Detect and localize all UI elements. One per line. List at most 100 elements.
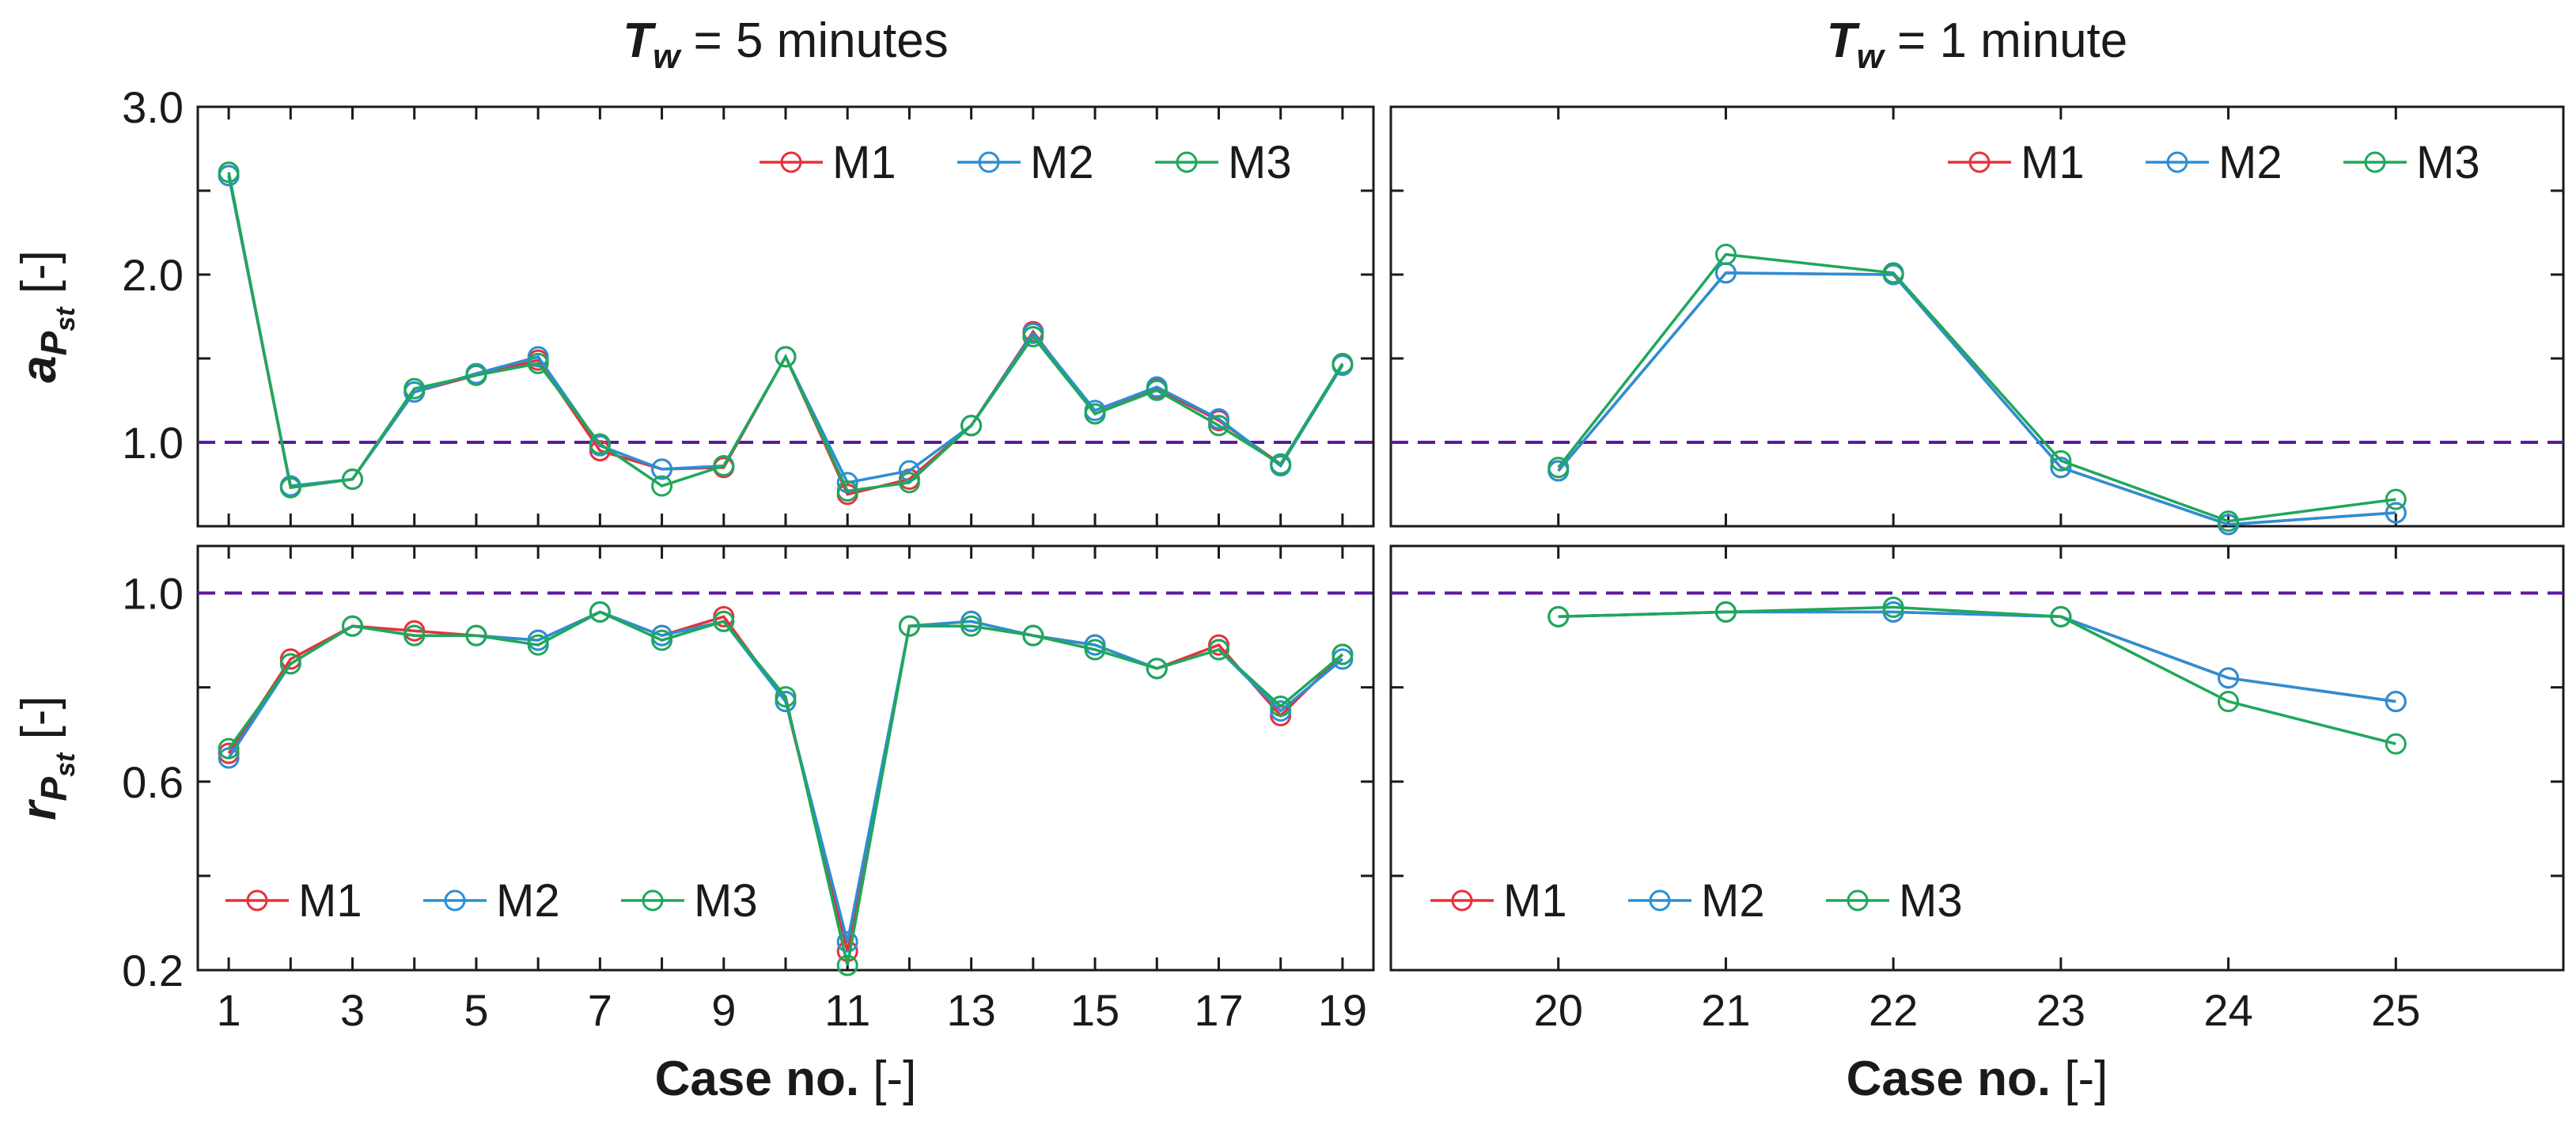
series-M1: [218, 165, 1354, 506]
data-point: [775, 346, 797, 368]
data-point: [218, 737, 240, 760]
legend-label: M2: [1030, 137, 1094, 188]
y-tick-label: 3.0: [122, 82, 184, 132]
x-tick-label: 21: [1701, 985, 1750, 1035]
legend-label: M3: [1228, 137, 1292, 188]
x-axis-title: Case no. [-]: [1847, 1052, 2108, 1106]
data-point: [2218, 667, 2240, 689]
column-title: Tw = 1 minute: [1827, 13, 2128, 76]
data-point: [651, 458, 673, 480]
legend-label: M2: [1701, 875, 1765, 927]
legend-marker: [444, 889, 466, 912]
y-axis-title: rPst [-]: [12, 696, 81, 820]
data-point: [465, 624, 487, 646]
data-point: [1207, 415, 1229, 437]
legend-label: M1: [2021, 137, 2085, 188]
data-point: [651, 475, 673, 497]
legend-marker: [2166, 151, 2188, 173]
data-point: [651, 629, 673, 651]
data-point: [960, 615, 983, 637]
data-point: [2385, 502, 2407, 524]
y-tick-label: 0.2: [122, 946, 184, 995]
series-line: [227, 175, 1344, 496]
legend: M1 M2 M3: [1430, 875, 1963, 927]
y-tick-label: 1.0: [122, 569, 184, 619]
data-point: [403, 624, 426, 646]
legend-label: M2: [496, 875, 560, 927]
data-point: [2218, 691, 2240, 713]
series-M3: [1547, 244, 2407, 533]
plot-frame: [1389, 105, 2565, 528]
plot-frame: [1389, 544, 2565, 972]
legend-marker: [642, 889, 664, 912]
legend: M1 M2 M3: [760, 137, 1292, 188]
series-M1: [1547, 601, 2407, 713]
data-point: [898, 472, 920, 494]
data-point: [279, 476, 301, 499]
legend-marker: [1847, 889, 1869, 912]
series-line: [227, 610, 1344, 966]
data-point: [713, 610, 735, 632]
data-point: [836, 954, 858, 976]
panel-bottom-right: 20 21 22 23 24 25 M1 M2 M3 Case no. [-]: [1389, 544, 2565, 1106]
series-M2: [218, 601, 1354, 953]
x-axis-title: Case no. [-]: [655, 1052, 917, 1106]
legend-marker: [1968, 151, 1991, 173]
x-tick-label: 7: [588, 985, 612, 1035]
series-M3: [1547, 596, 2407, 755]
data-point: [1084, 403, 1106, 425]
series-M2: [1547, 601, 2407, 713]
x-tick-label: 13: [946, 985, 995, 1035]
data-point: [2050, 457, 2072, 479]
y-tick-label: 1.0: [122, 418, 184, 468]
x-tick-label: 17: [1194, 985, 1243, 1035]
legend-marker: [1649, 889, 1671, 912]
legend: M1 M2 M3: [1948, 137, 2480, 188]
data-point: [2050, 449, 2072, 472]
column-title: Tw = 5 minutes: [623, 13, 949, 76]
legend-marker: [1451, 889, 1473, 912]
data-point: [465, 364, 487, 386]
series-line: [227, 172, 1344, 493]
series-line: [1557, 252, 2396, 523]
data-point: [279, 653, 301, 675]
data-point: [1882, 262, 1904, 284]
data-point: [1882, 596, 1904, 618]
data-point: [1146, 658, 1168, 680]
legend-marker: [246, 889, 268, 912]
legend-label: M3: [2416, 137, 2480, 188]
legend-label: M2: [2218, 137, 2282, 188]
legend: M1 M2 M3: [225, 875, 758, 927]
data-point: [342, 615, 364, 637]
series-M3: [218, 161, 1354, 502]
x-tick-label: 20: [1534, 985, 1583, 1035]
data-point: [589, 601, 611, 623]
x-tick-label: 22: [1869, 985, 1918, 1035]
data-point: [960, 415, 983, 437]
y-tick-label: 0.6: [122, 757, 184, 807]
data-point: [898, 460, 920, 482]
data-point: [775, 686, 797, 708]
data-point: [342, 468, 364, 491]
data-point: [2050, 605, 2072, 627]
series-M1: [1547, 262, 2407, 536]
data-point: [1146, 379, 1168, 401]
data-point: [527, 352, 549, 374]
legend-marker: [1176, 151, 1198, 173]
x-tick-label: 1: [217, 985, 241, 1035]
series-line: [227, 175, 1344, 488]
panel-top-left: 1.0 2.0 3.0 M1 M2 M3 Tw = 5 minutes aPst [-]: [12, 13, 1375, 528]
x-tick-label: 19: [1318, 985, 1367, 1035]
legend-label: M1: [298, 875, 362, 927]
data-point: [836, 931, 858, 953]
series-M3: [218, 601, 1354, 976]
plot-frame: [196, 544, 1375, 972]
data-point: [403, 377, 426, 400]
series-line: [1558, 610, 2396, 703]
legend-label: M1: [832, 137, 896, 188]
x-tick-label: 25: [2371, 985, 2420, 1035]
data-point: [1207, 639, 1229, 661]
data-point: [1270, 453, 1292, 476]
